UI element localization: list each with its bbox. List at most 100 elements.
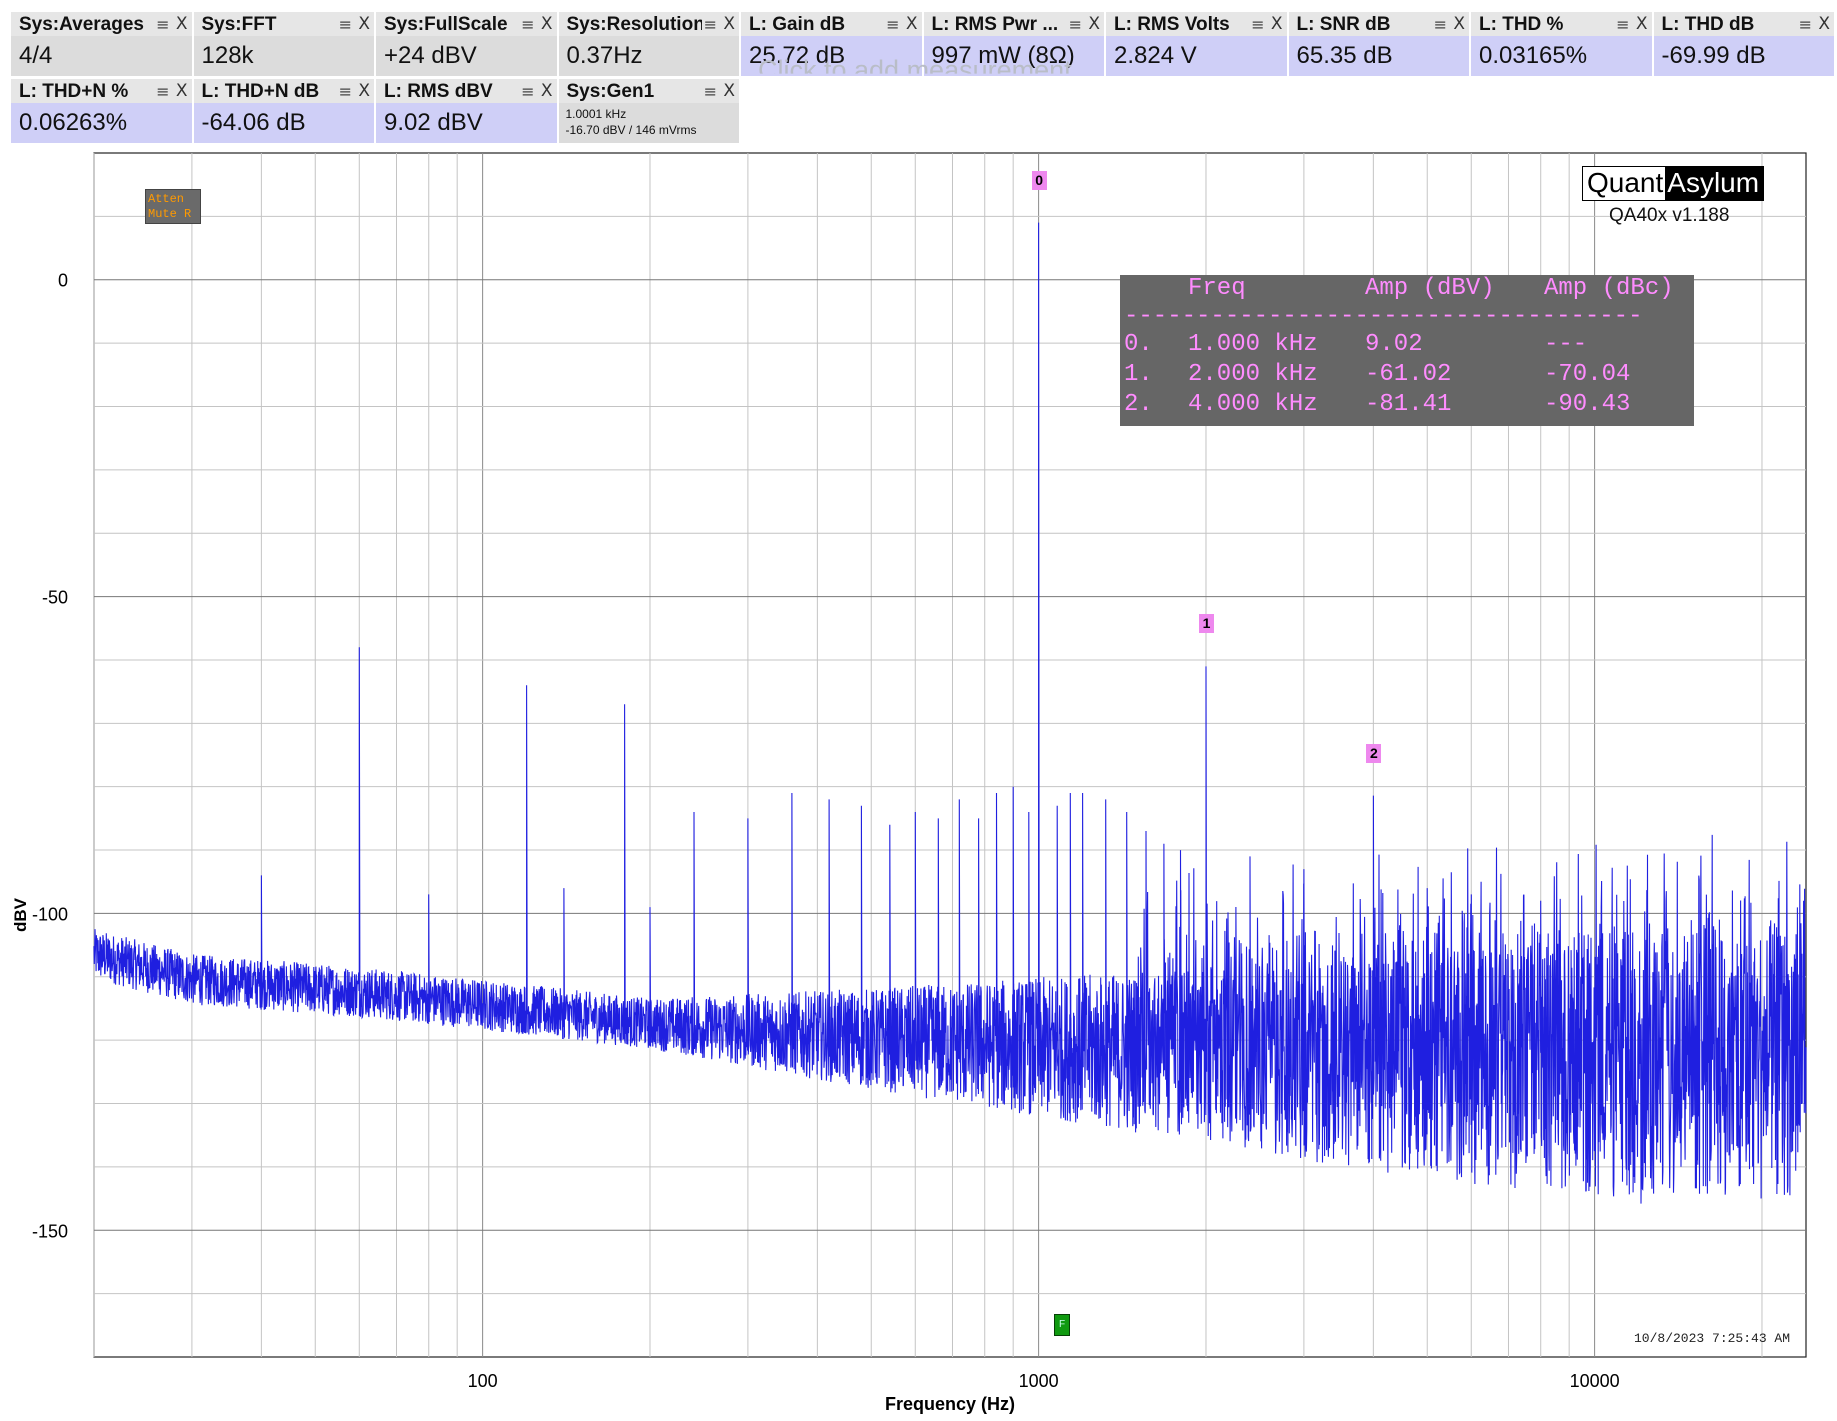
x-axis-ticks: 100 1000 10000: [468, 1371, 1620, 1391]
menu-icon[interactable]: ≡: [703, 15, 717, 34]
tile-header[interactable]: L: RMS Pwr ... ≡ X: [923, 12, 1104, 36]
tile-value: 997 mW (8Ω): [931, 42, 1075, 69]
timestamp: 10/8/2023 7:25:43 AM: [1634, 1331, 1791, 1346]
close-icon[interactable]: X: [723, 81, 735, 101]
generator-tile[interactable]: Sys:Gen1 ≡ X 1.0001 kHz -16.70 dBV / 146 mVr…: [558, 79, 739, 143]
harmonic-amp-dbc: -90.43: [1544, 391, 1631, 418]
y-axis-ticks: 0 -50 -100 -150: [32, 271, 68, 1242]
harmonic-freq: 1.000 kHz: [1188, 331, 1318, 358]
tile-value: -69.99 dB: [1661, 42, 1766, 69]
gen-level: -16.70 dBV / 146 mVrms: [565, 123, 697, 137]
y-tick-label: -100: [32, 904, 68, 924]
harmonic-marker[interactable]: 2: [1366, 743, 1382, 763]
tile-header[interactable]: L: THD+N % ≡ X: [11, 79, 192, 103]
close-icon[interactable]: X: [358, 81, 370, 101]
close-icon[interactable]: X: [1818, 14, 1830, 34]
menu-icon[interactable]: ≡: [703, 82, 717, 101]
close-icon[interactable]: X: [175, 81, 188, 101]
measurement-tile[interactable]: L: SNR dB ≡ X 65.35 dB: [1288, 12, 1469, 76]
y-tick-label: 0: [58, 271, 68, 291]
measurement-tile[interactable]: Sys:Averages ≡ X 4/4: [11, 12, 192, 76]
tile-header[interactable]: Sys:FFT ≡ X: [193, 12, 374, 36]
harmonic-amp-dbv: -81.41: [1365, 391, 1452, 418]
tile-value: 0.06263%: [19, 109, 128, 136]
atten-mute-badge: Atten Mute R: [145, 189, 201, 224]
tile-value-area: 25.72 dB: [741, 36, 922, 76]
tile-title: L: Gain dB: [749, 14, 846, 35]
measurement-tile[interactable]: L: RMS Pwr ... ≡ X 997 mW (8Ω): [923, 12, 1104, 76]
tile-value: 4/4: [19, 42, 53, 69]
menu-icon[interactable]: ≡: [886, 15, 900, 34]
tile-header[interactable]: L: SNR dB ≡ X: [1288, 12, 1469, 36]
measurement-tile[interactable]: L: RMS Volts ≡ X 2.824 V: [1106, 12, 1287, 76]
atten-label: Atten: [148, 192, 185, 206]
menu-icon[interactable]: ≡: [156, 15, 170, 34]
menu-icon[interactable]: ≡: [338, 82, 352, 101]
tile-title: Sys:Gen1: [566, 81, 655, 102]
tile-value: 25.72 dB: [749, 42, 846, 69]
measurement-tile[interactable]: Sys:FFT ≡ X 128k: [193, 12, 374, 76]
tile-header[interactable]: Sys:Averages ≡ X: [11, 12, 192, 36]
close-icon[interactable]: X: [175, 14, 188, 34]
tile-title: L: THD dB: [1661, 14, 1755, 35]
x-tick-label: 1000: [1019, 1371, 1059, 1391]
tile-header[interactable]: L: RMS dBV ≡ X: [376, 79, 557, 103]
close-icon[interactable]: X: [1635, 14, 1648, 34]
close-icon[interactable]: X: [358, 14, 370, 34]
tile-value-area: 0.03165%: [1471, 36, 1652, 76]
x-axis-label: Frequency (Hz): [885, 1394, 1015, 1414]
add-measurement-hint[interactable]: Click to add measurement: [758, 55, 1072, 85]
tile-value-area: 65.35 dB: [1288, 36, 1469, 76]
measurement-tile[interactable]: L: THD dB ≡ X -69.99 dB: [1653, 12, 1834, 76]
trace-line: [93, 222, 1807, 1204]
menu-icon[interactable]: ≡: [1433, 15, 1447, 34]
tile-header[interactable]: L: RMS Volts ≡ X: [1106, 12, 1287, 36]
harmonic-marker[interactable]: 0: [1031, 170, 1047, 190]
measurement-tile[interactable]: L: Gain dB ≡ X 25.72 dB: [741, 12, 922, 76]
menu-icon[interactable]: ≡: [1798, 15, 1812, 34]
measurement-tile[interactable]: Sys:Resolution ≡ X 0.37Hz: [558, 12, 739, 76]
tile-header[interactable]: Sys:FullScale ≡ X: [376, 12, 557, 36]
close-icon[interactable]: X: [1453, 14, 1465, 34]
close-icon[interactable]: X: [905, 14, 918, 34]
logo-part-asylum: Asylum: [1665, 167, 1764, 200]
close-icon[interactable]: X: [540, 14, 553, 34]
measurement-tile[interactable]: L: THD % ≡ X 0.03165%: [1471, 12, 1652, 76]
tile-value-area: 4/4: [11, 36, 192, 76]
close-icon[interactable]: X: [1270, 14, 1283, 34]
tile-title: Sys:Resolution: [566, 14, 702, 35]
harmonic-freq: 4.000 kHz: [1188, 391, 1318, 418]
harmonic-marker[interactable]: 1: [1198, 614, 1214, 634]
mute-label: Mute R: [148, 207, 192, 221]
logo-part-quant: Quant: [1583, 167, 1666, 200]
measurement-tile[interactable]: L: THD+N dB ≡ X -64.06 dB: [193, 79, 374, 143]
quantasylum-logo: Quant Asylum: [1582, 166, 1765, 201]
tile-header[interactable]: Sys:Gen1 ≡ X: [558, 79, 739, 103]
tile-header[interactable]: L: Gain dB ≡ X: [741, 12, 922, 36]
menu-icon[interactable]: ≡: [338, 15, 352, 34]
menu-icon[interactable]: ≡: [1068, 15, 1082, 34]
measurement-tile[interactable]: L: RMS dBV ≡ X 9.02 dBV: [376, 79, 557, 143]
generator-marker[interactable]: F: [1054, 1314, 1070, 1336]
close-icon[interactable]: X: [540, 81, 553, 101]
harmonic-idx: 0.: [1124, 331, 1153, 358]
menu-icon[interactable]: ≡: [1616, 15, 1630, 34]
header-amp-dbv: Amp (dBV): [1365, 275, 1495, 302]
menu-icon[interactable]: ≡: [521, 15, 535, 34]
measurement-tile[interactable]: L: THD+N % ≡ X 0.06263%: [11, 79, 192, 143]
tile-header[interactable]: Sys:Resolution ≡ X: [558, 12, 739, 36]
tile-header[interactable]: L: THD % ≡ X: [1471, 12, 1652, 36]
tile-header[interactable]: L: THD dB ≡ X: [1653, 12, 1834, 36]
harmonic-amp-dbv: 9.02: [1365, 331, 1423, 358]
menu-icon[interactable]: ≡: [156, 82, 170, 101]
tile-value: 0.37Hz: [566, 42, 643, 69]
harmonic-idx: 2.: [1124, 391, 1153, 418]
measurement-tile[interactable]: Sys:FullScale ≡ X +24 dBV: [376, 12, 557, 76]
harmonics-table: Freq Amp (dBV) Amp (dBc) ---------------…: [1120, 275, 1694, 426]
menu-icon[interactable]: ≡: [1251, 15, 1265, 34]
tile-header[interactable]: L: THD+N dB ≡ X: [193, 79, 374, 103]
close-icon[interactable]: X: [723, 14, 735, 34]
menu-icon[interactable]: ≡: [521, 82, 535, 101]
close-icon[interactable]: X: [1088, 14, 1100, 34]
tile-value-area: 0.06263%: [11, 103, 192, 143]
